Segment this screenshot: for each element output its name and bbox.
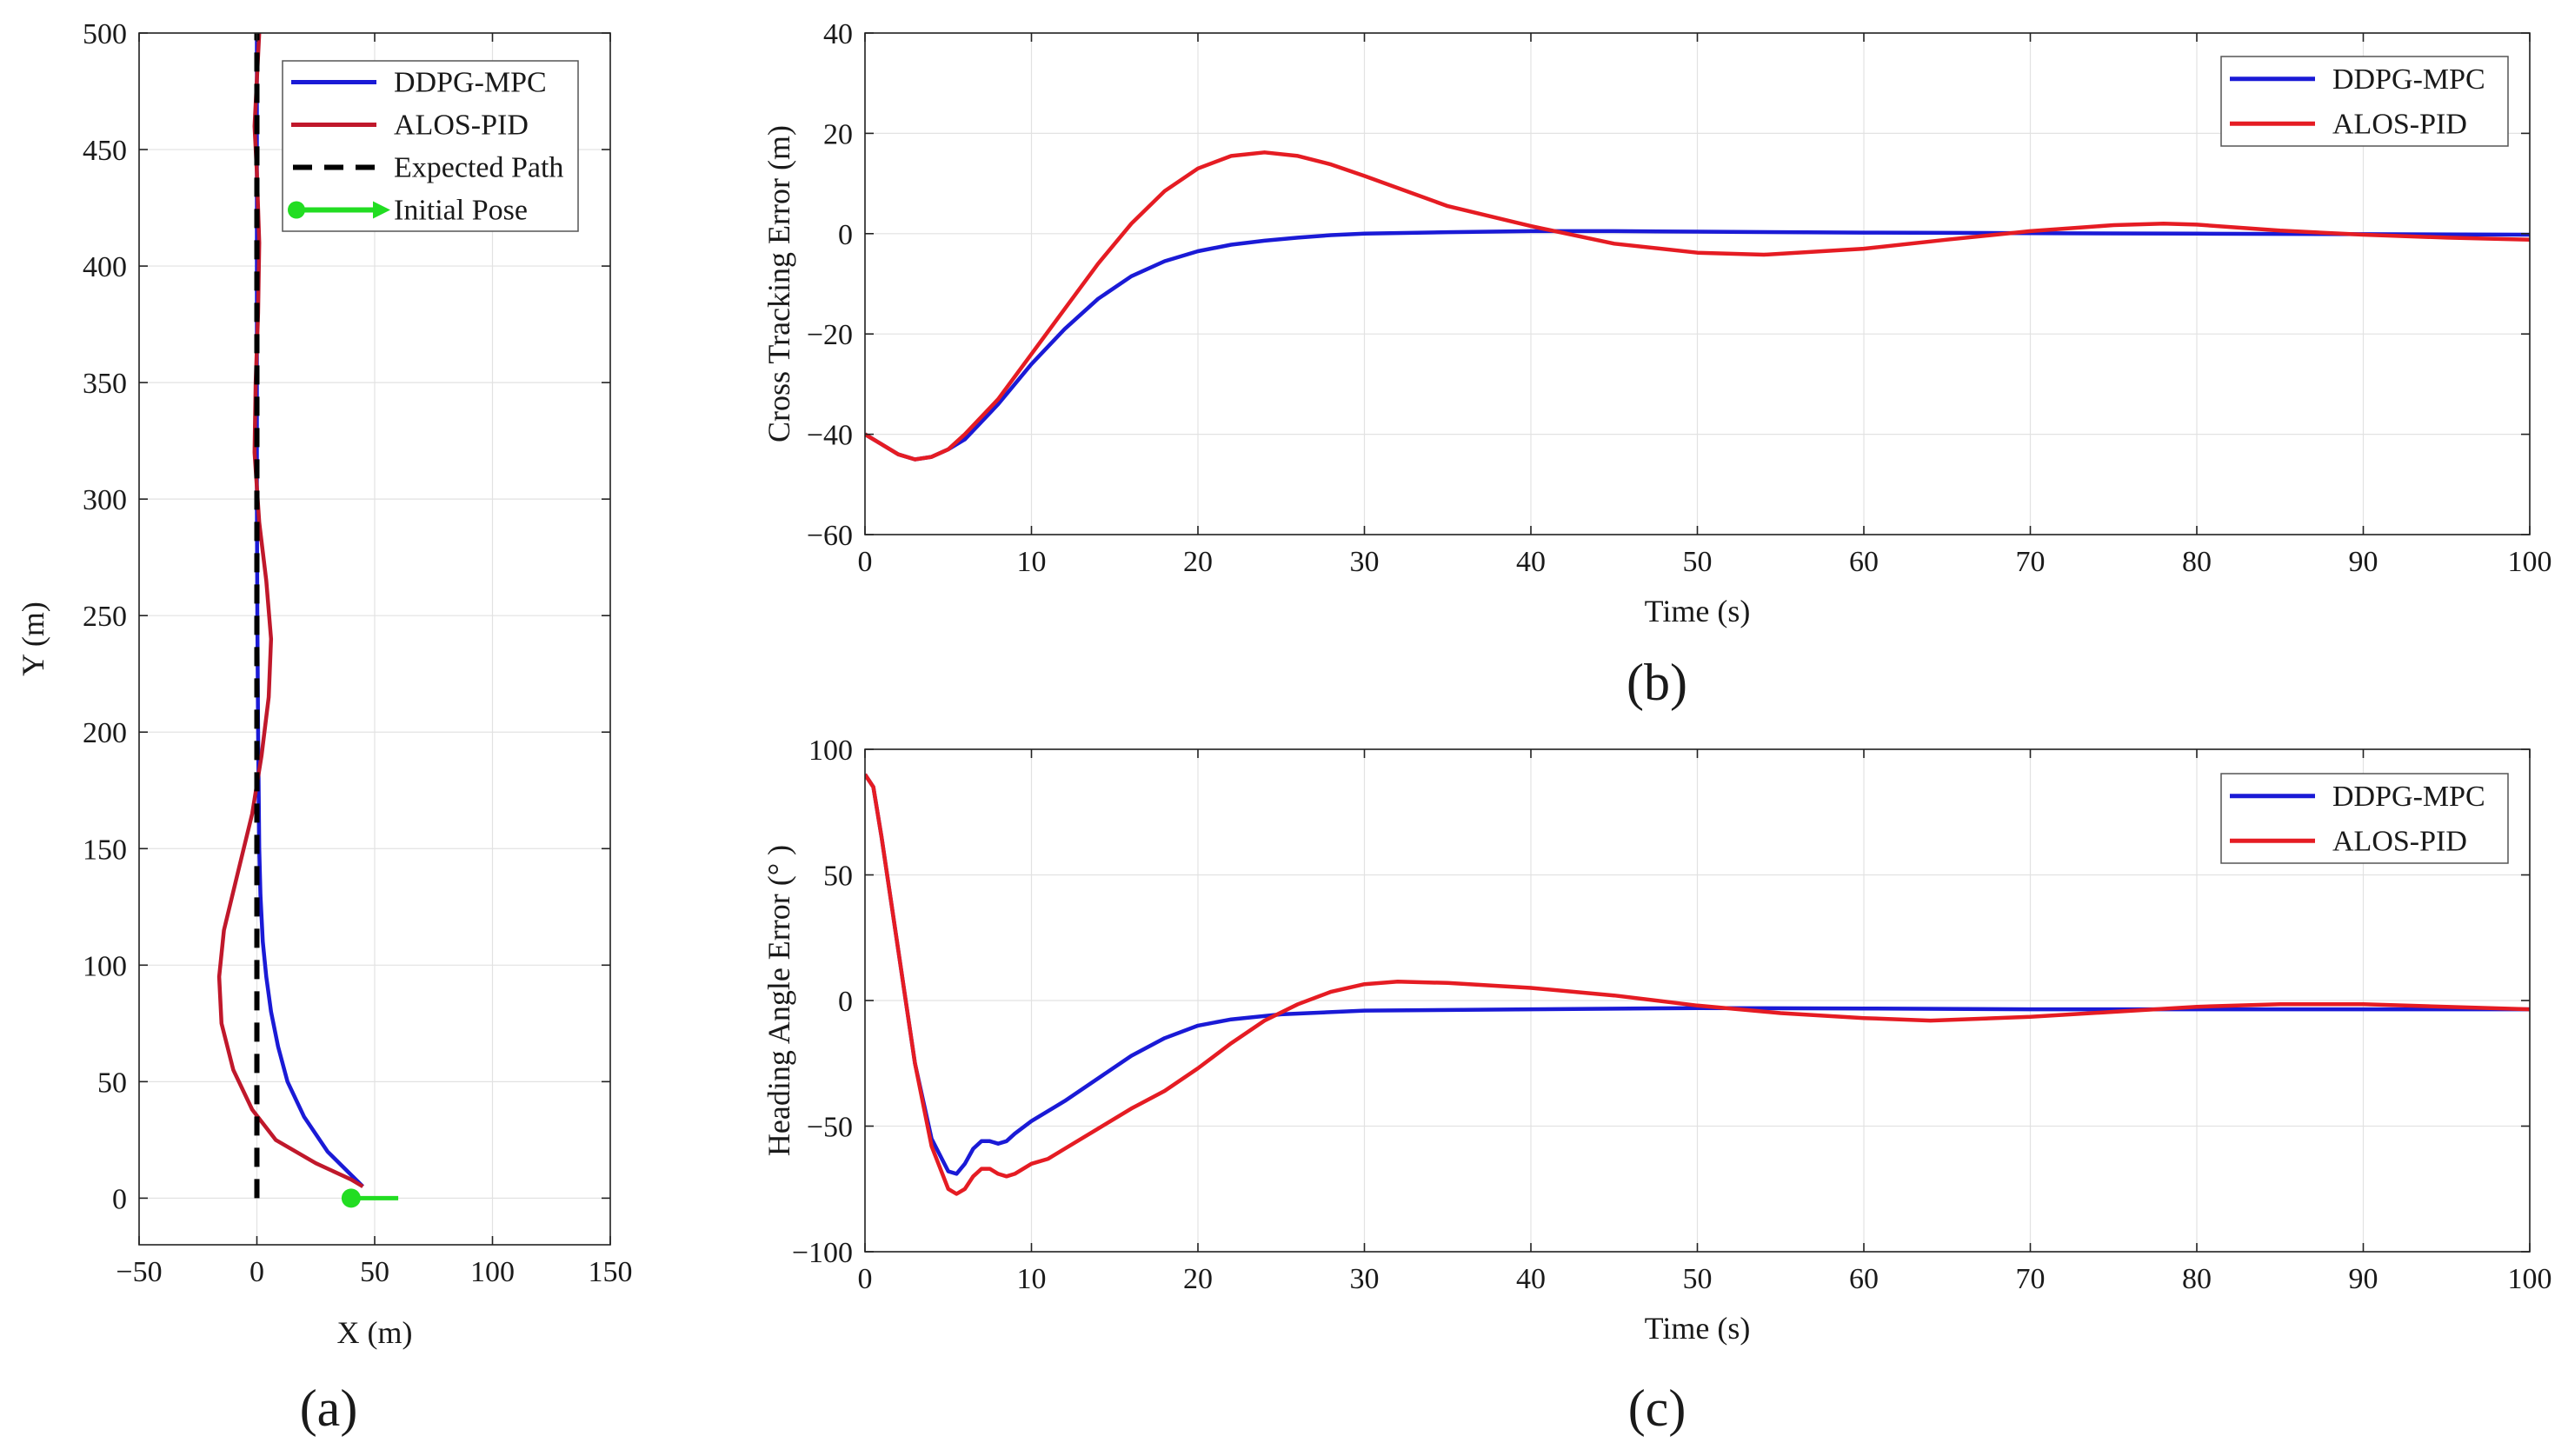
y-tick-label: 200: [83, 717, 127, 749]
x-tick-label: 0: [858, 1263, 873, 1295]
y-tick-label: −100: [792, 1237, 853, 1269]
x-axis-label: Time (s): [1645, 594, 1751, 628]
y-tick-label: 100: [808, 735, 853, 767]
x-tick-label: 0: [858, 546, 873, 578]
x-tick-label: 70: [2016, 1263, 2046, 1295]
chart-b-cross-tracking-error: 0 10 20 30 40 50 60 70 80 90 100 −60 −40 −20 0 20 40 Time…: [762, 18, 2552, 628]
y-tick-label: 250: [83, 601, 127, 633]
y-tick-label: 20: [823, 118, 853, 150]
x-tick-label: 90: [2349, 1263, 2378, 1295]
plot-area: [865, 773, 2530, 1196]
chart-a-trajectory: −50 0 50 100 150 0 50 100 150 200 250 300 350 400 450 5…: [16, 18, 633, 1350]
y-tick-label: 40: [823, 18, 853, 50]
x-tick-label: 30: [1350, 546, 1380, 578]
x-tick-label: 10: [1017, 546, 1047, 578]
plot-area: [216, 33, 399, 1208]
legend: DDPG-MPC ALOS-PID: [2220, 773, 2509, 864]
y-axis-label: Cross Tracking Error (m): [762, 125, 796, 442]
legend-label-alos-pid: ALOS-PID: [2332, 825, 2467, 857]
legend: DDPG-MPC ALOS-PID: [2220, 56, 2509, 147]
y-tick-label: 500: [83, 18, 127, 50]
legend-arrowhead-initial-pose: [373, 201, 390, 219]
x-tick-label: −50: [116, 1256, 162, 1288]
y-tick-label: 0: [838, 986, 853, 1018]
y-tick-label: −20: [807, 319, 853, 351]
y-tick-label: 100: [83, 950, 127, 982]
series-marker-initial-pose: [341, 1188, 361, 1208]
x-tick-label: 40: [1516, 1263, 1546, 1295]
legend-marker-initial-pose: [288, 201, 305, 219]
x-tick-label: 50: [1683, 546, 1713, 578]
y-tick-label: 400: [83, 251, 127, 283]
legend-box: [2220, 56, 2509, 147]
y-tick-label: 0: [112, 1183, 127, 1215]
legend-label-initial-pose: Initial Pose: [394, 195, 528, 227]
legend-box: [282, 60, 579, 232]
x-tick-label: 150: [589, 1256, 633, 1288]
y-tick-label: −50: [807, 1112, 853, 1144]
x-tick-label: 100: [2508, 546, 2552, 578]
legend-box: [2220, 773, 2509, 864]
legend-label-ddpg-mpc: DDPG-MPC: [2332, 781, 2485, 813]
x-axis-label: Time (s): [1645, 1311, 1751, 1346]
x-tick-label: 100: [470, 1256, 515, 1288]
x-tick-label: 50: [1683, 1263, 1713, 1295]
y-tick-label: 150: [83, 834, 127, 866]
x-tick-label: 70: [2016, 546, 2046, 578]
x-tick-label: 10: [1017, 1263, 1047, 1295]
legend-label-expected-path: Expected Path: [394, 152, 563, 184]
panel-label-b: (b): [1627, 654, 1687, 711]
x-tick-label: 60: [1849, 1263, 1879, 1295]
legend: DDPG-MPC ALOS-PID Expected Path Initial Pos…: [282, 60, 579, 232]
y-axis-label: Heading Angle Error (° ): [762, 845, 796, 1156]
legend-label-alos-pid: ALOS-PID: [394, 110, 529, 142]
y-tick-label: 450: [83, 135, 127, 167]
y-tick-label: 50: [97, 1067, 127, 1099]
plot-area: [865, 150, 2530, 462]
legend-label-ddpg-mpc: DDPG-MPC: [394, 67, 547, 99]
y-tick-label: 350: [83, 368, 127, 400]
x-tick-label: 20: [1183, 546, 1213, 578]
y-tick-label: −40: [807, 420, 853, 452]
x-tick-label: 20: [1183, 1263, 1213, 1295]
y-tick-label: 0: [838, 219, 853, 251]
panel-label-a: (a): [300, 1380, 358, 1437]
x-tick-label: 30: [1350, 1263, 1380, 1295]
y-tick-label: 50: [823, 861, 853, 893]
series-line-alos-pid: [216, 33, 364, 1188]
x-tick-label: 80: [2182, 546, 2212, 578]
chart-c-heading-angle-error: 0 10 20 30 40 50 60 70 80 90 100 −100 −50 0 50 100 Time …: [762, 735, 2552, 1346]
y-tick-label: −60: [807, 520, 853, 552]
series-line-alos-pid: [865, 773, 2530, 1196]
y-tick-label: 300: [83, 484, 127, 516]
x-tick-label: 80: [2182, 1263, 2212, 1295]
x-tick-label: 40: [1516, 546, 1546, 578]
x-tick-label: 50: [360, 1256, 389, 1288]
x-tick-label: 60: [1849, 546, 1879, 578]
x-axis-label: X (m): [337, 1315, 413, 1350]
y-axis-label: Y (m): [16, 602, 50, 676]
panel-label-c: (c): [1628, 1380, 1686, 1437]
legend-label-ddpg-mpc: DDPG-MPC: [2332, 63, 2485, 96]
series-line-alos-pid: [865, 150, 2530, 462]
x-tick-label: 0: [249, 1256, 264, 1288]
x-tick-label: 90: [2349, 546, 2378, 578]
x-tick-label: 100: [2508, 1263, 2552, 1295]
legend-label-alos-pid: ALOS-PID: [2332, 108, 2467, 140]
